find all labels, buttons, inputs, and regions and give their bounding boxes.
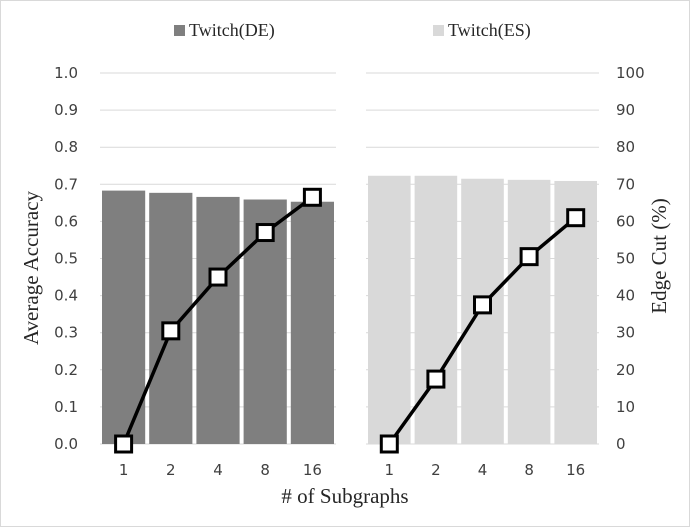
x-tick-label: 1 <box>385 461 395 479</box>
y2-tick-label: 70 <box>616 175 635 193</box>
y-tick-label: 0.0 <box>54 435 78 453</box>
y-axis-title: Average Accuracy <box>19 190 43 345</box>
y-tick-label: 0.9 <box>54 101 78 119</box>
y-tick-label: 0.8 <box>54 138 78 156</box>
legend-label-twitch-de: Twitch(DE) <box>189 20 275 41</box>
y-tick-label: 0.2 <box>54 361 78 379</box>
right-axis-ticks: 0 10 20 30 40 50 60 70 80 90 100 <box>616 64 645 453</box>
edge-cut-marker <box>566 208 586 228</box>
y2-tick-label: 0 <box>616 435 626 453</box>
edge-cut-marker <box>426 369 446 389</box>
bar <box>102 190 146 444</box>
edge-cut-marker <box>208 267 228 287</box>
x-tick-label: 8 <box>524 461 534 479</box>
left-axis-ticks: 0.0 0.1 0.2 0.3 0.4 0.5 0.6 0.7 0.8 0.9 1.0 <box>54 64 78 453</box>
y-tick-label: 0.6 <box>54 212 78 230</box>
y2-axis-title: Edge Cut (%) <box>647 198 671 313</box>
x-tick-label: 2 <box>166 461 176 479</box>
y2-tick-label: 30 <box>616 324 635 342</box>
bars <box>102 175 597 445</box>
x-tick-label: 8 <box>260 461 270 479</box>
y-tick-label: 0.5 <box>54 250 78 268</box>
edge-cut-marker <box>161 321 181 341</box>
legend-label-twitch-es: Twitch(ES) <box>448 20 531 41</box>
edge-cut-marker <box>519 247 539 267</box>
bar <box>196 196 240 444</box>
y2-tick-label: 100 <box>616 64 645 82</box>
bar <box>149 192 193 444</box>
y-tick-label: 0.1 <box>54 398 78 416</box>
y2-tick-label: 80 <box>616 138 635 156</box>
legend-swatch-twitch-de <box>174 25 185 36</box>
x-tick-label: 4 <box>478 461 488 479</box>
y-tick-label: 0.4 <box>54 287 78 305</box>
bar <box>368 175 411 444</box>
edge-cut-marker <box>302 187 322 207</box>
y-tick-label: 1.0 <box>54 64 78 82</box>
legend: Twitch(DE) Twitch(ES) <box>174 20 531 41</box>
x-tick-label: 1 <box>119 461 129 479</box>
y2-tick-label: 50 <box>616 250 635 268</box>
y2-tick-label: 10 <box>616 398 635 416</box>
x-axis-title: # of Subgraphs <box>281 484 408 508</box>
y2-tick-label: 20 <box>616 361 635 379</box>
bar <box>290 201 334 444</box>
y2-tick-label: 40 <box>616 287 635 305</box>
y-tick-label: 0.7 <box>54 175 78 193</box>
y2-tick-label: 90 <box>616 101 635 119</box>
edge-cut-marker <box>379 434 399 454</box>
x-tick-label: 2 <box>431 461 441 479</box>
edge-cut-marker <box>255 223 275 243</box>
legend-swatch-twitch-es <box>433 25 444 36</box>
edge-cut-marker <box>473 295 492 315</box>
edge-cut-marker <box>114 434 134 454</box>
x-tick-label: 16 <box>303 461 322 479</box>
y-tick-label: 0.3 <box>54 324 78 342</box>
x-tick-label: 4 <box>213 461 223 479</box>
edge-cut-markers <box>114 187 586 454</box>
bar <box>414 175 458 444</box>
x-tick-label: 16 <box>566 461 585 479</box>
bar <box>507 179 551 444</box>
x-axis-ticks: 1 2 4 8 16 1 2 4 8 16 <box>119 461 585 479</box>
y2-tick-label: 60 <box>616 212 635 230</box>
